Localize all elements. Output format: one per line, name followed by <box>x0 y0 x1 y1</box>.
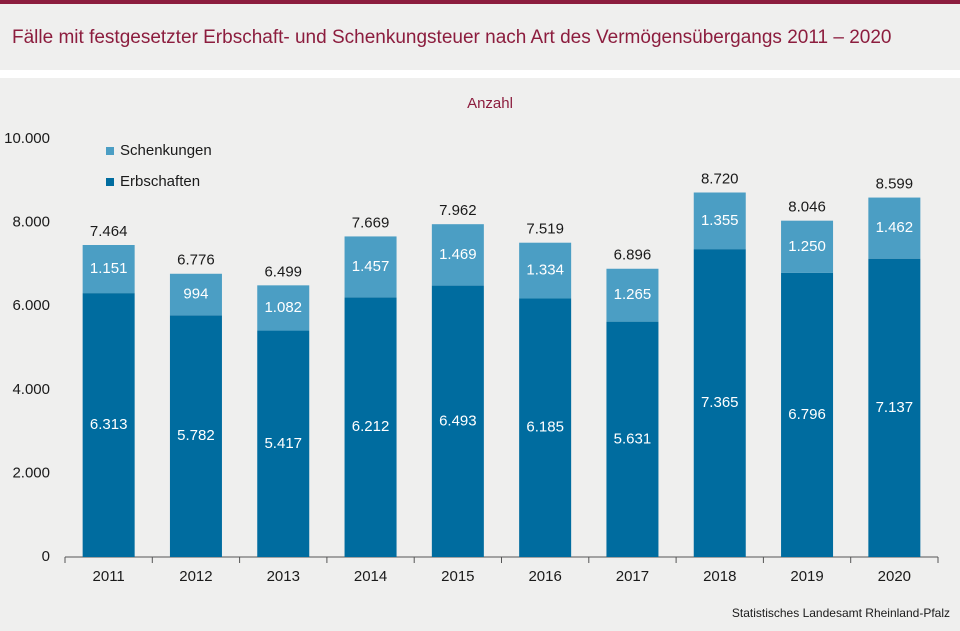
legend-label: Schenkungen <box>120 142 212 159</box>
segment-label: 1.469 <box>439 246 477 263</box>
bar-segment <box>257 330 310 557</box>
bar-segment <box>868 197 921 259</box>
bar-segment <box>431 224 484 286</box>
chart-title: Fälle mit festgesetzter Erbschaft- und S… <box>12 27 891 48</box>
bar-segment <box>693 192 746 250</box>
x-tick-label: 2016 <box>528 568 561 585</box>
y-tick-label: 10.000 <box>4 130 50 147</box>
bar-segment <box>82 293 135 557</box>
bar-segment <box>606 268 659 322</box>
bar-segment <box>693 249 746 557</box>
segment-label: 5.631 <box>614 430 652 447</box>
segment-label: 1.250 <box>788 238 826 255</box>
y-tick-label: 8.000 <box>12 214 50 231</box>
y-tick-label: 4.000 <box>12 381 50 398</box>
bar-segment <box>868 258 921 557</box>
bar-segment <box>519 298 572 557</box>
segment-label: 1.334 <box>526 262 564 279</box>
segment-label: 1.265 <box>614 286 652 303</box>
bar-segment <box>169 273 222 316</box>
bar-segment <box>781 220 834 273</box>
total-label: 7.669 <box>352 214 390 231</box>
separator <box>0 70 960 78</box>
segment-label: 7.137 <box>876 399 914 416</box>
segment-label: 7.365 <box>701 394 739 411</box>
legend-label: Erbschaften <box>120 173 200 190</box>
segment-label: 6.796 <box>788 406 826 423</box>
total-label: 6.499 <box>264 263 302 280</box>
segment-label: 1.082 <box>264 299 302 316</box>
total-label: 7.962 <box>439 202 477 219</box>
x-tick-label: 2012 <box>179 568 212 585</box>
y-tick-label: 0 <box>42 548 50 565</box>
x-tick-label: 2019 <box>790 568 823 585</box>
total-label: 6.896 <box>614 247 652 264</box>
segment-label: 1.457 <box>352 258 390 275</box>
total-label: 7.464 <box>90 223 128 240</box>
legend-swatch <box>106 147 114 155</box>
x-tick-label: 2018 <box>703 568 736 585</box>
x-tick-label: 2020 <box>878 568 911 585</box>
total-label: 8.046 <box>788 199 826 216</box>
x-tick-label: 2011 <box>93 568 125 585</box>
segment-label: 6.212 <box>352 418 390 435</box>
segment-label: 5.417 <box>264 435 302 452</box>
legend-swatch <box>106 178 114 186</box>
total-label: 7.519 <box>526 221 564 238</box>
y-tick-label: 6.000 <box>12 297 50 314</box>
x-tick-label: 2015 <box>441 568 474 585</box>
bar-segment <box>781 272 834 557</box>
bar-segment <box>344 297 397 557</box>
x-tick-label: 2014 <box>354 568 387 585</box>
bar-segment <box>344 236 397 298</box>
bar-segment <box>169 315 222 557</box>
bar-segment <box>606 321 659 557</box>
total-label: 8.720 <box>701 170 739 187</box>
top-rule <box>0 0 960 4</box>
source: Statistisches Landesamt Rheinland-Pfalz <box>732 606 950 620</box>
segment-label: 994 <box>183 286 208 303</box>
segment-label: 6.493 <box>439 412 477 429</box>
bar-segment <box>257 285 310 331</box>
total-label: 6.776 <box>177 252 215 269</box>
segment-label: 1.151 <box>90 260 128 277</box>
total-label: 8.599 <box>876 176 914 193</box>
y-tick-label: 2.000 <box>12 464 50 481</box>
bar-segment <box>431 285 484 557</box>
segment-label: 6.313 <box>90 416 128 433</box>
bar-segment <box>82 245 135 294</box>
segment-label: 1.355 <box>701 212 739 229</box>
segment-label: 1.462 <box>876 219 914 236</box>
x-tick-label: 2017 <box>616 568 649 585</box>
bar-segment <box>519 242 572 299</box>
segment-label: 5.782 <box>177 427 215 444</box>
segment-label: 6.185 <box>526 419 564 436</box>
y-axis-label: Anzahl <box>467 95 513 112</box>
x-tick-label: 2013 <box>267 568 300 585</box>
